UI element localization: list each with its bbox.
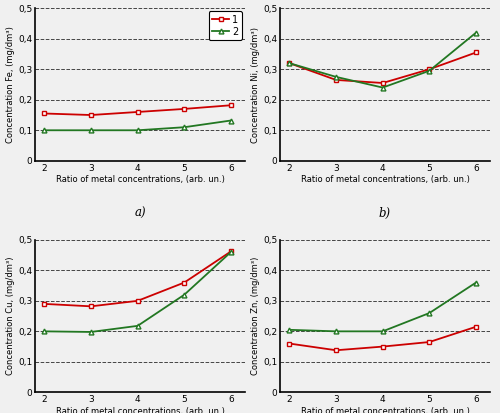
X-axis label: Ratio of metal concentrations, (arb. un.): Ratio of metal concentrations, (arb. un.…	[300, 176, 470, 184]
Y-axis label: Concentration Fe, (mg/dm³): Concentration Fe, (mg/dm³)	[6, 26, 15, 143]
X-axis label: Ratio of metal concentrations, (arb. un.): Ratio of metal concentrations, (arb. un.…	[56, 176, 224, 184]
X-axis label: Ratio of metal concentrations, (arb. un.): Ratio of metal concentrations, (arb. un.…	[56, 407, 224, 413]
Y-axis label: Concentration Zn, (mg/dm³): Concentration Zn, (mg/dm³)	[252, 257, 260, 375]
Text: b): b)	[379, 206, 391, 220]
X-axis label: Ratio of metal concentrations, (arb. un.): Ratio of metal concentrations, (arb. un.…	[300, 407, 470, 413]
Y-axis label: Concentration Ni, (mg/dm³): Concentration Ni, (mg/dm³)	[252, 26, 260, 142]
Text: a): a)	[134, 206, 146, 220]
Legend: 1, 2: 1, 2	[208, 11, 242, 40]
Y-axis label: Concentration Cu, (mg/dm³): Concentration Cu, (mg/dm³)	[6, 257, 15, 375]
